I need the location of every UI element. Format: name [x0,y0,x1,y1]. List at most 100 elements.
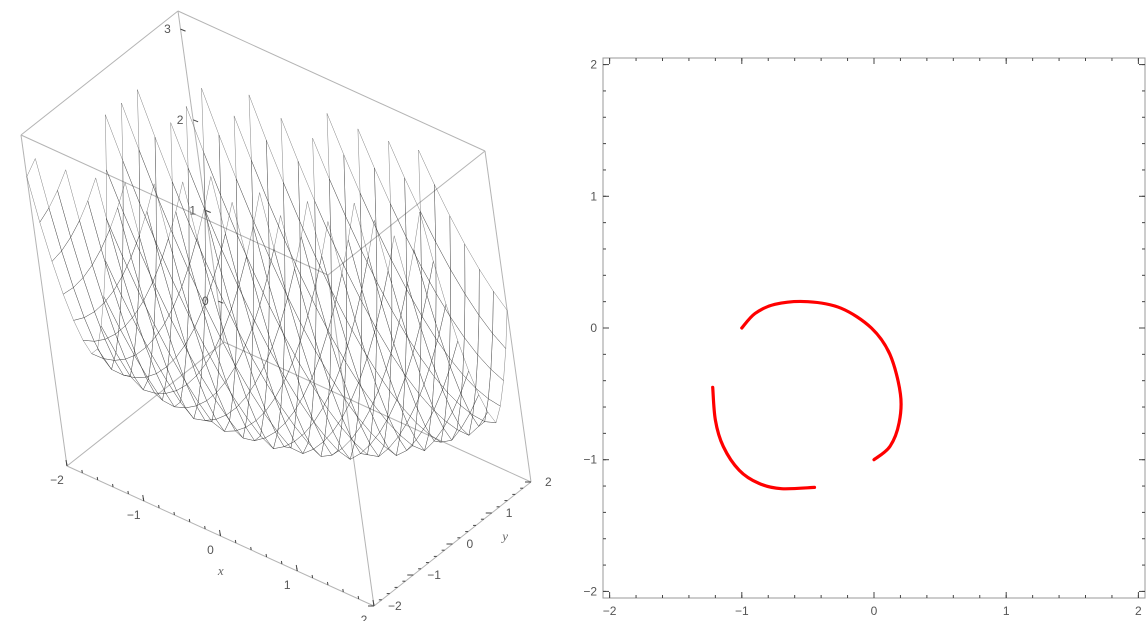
surface-patch [386,342,406,400]
surface-patch [406,439,426,452]
surface-patch [347,318,368,382]
z-tick [180,28,186,32]
y-tick-label: −1 [583,453,597,467]
surface-patch [268,305,285,376]
surface-patch [118,294,138,356]
surface-patch [433,389,453,429]
surface-patch [378,368,398,418]
surface-patch [361,301,378,372]
surface-patch [137,89,157,194]
box-edge [20,134,329,276]
surface-patch [358,357,379,411]
y-axis: −2 −1 0 1 2 y [368,475,552,613]
surface-patch [390,203,407,290]
surface-patch [173,286,195,345]
surface-patch [399,407,417,447]
surface-patch [490,332,507,382]
surface-patch [122,211,140,293]
x-minor-tick [204,525,206,530]
surface-patch [350,380,371,427]
surface-patch [320,435,339,457]
surface-patch [138,251,156,325]
surface-patch [73,317,95,342]
surface-patch [175,181,198,265]
z-tick [192,119,199,123]
surface-patch [396,376,417,424]
box-edge [177,10,486,152]
surface-patch [143,282,166,338]
surface-patch [449,316,465,376]
curve-2 [711,385,817,491]
surface-patch [431,333,451,391]
x-tick-label: −1 [127,508,141,522]
x-minor-tick [188,518,191,523]
surface-patch [351,425,371,454]
surface-patch [327,303,348,371]
y-axis-name: y [500,529,508,544]
surface-patch [93,339,115,361]
surface-patch [171,181,190,272]
z-tick-label: 1 [189,204,196,218]
surface-patch [311,387,329,437]
x-tick-label: 0 [871,604,878,618]
surface-patch [415,383,435,427]
surface-patch [246,226,268,306]
surface-patch [440,420,458,443]
y-axis: −2 −1 0 1 2 [583,58,1145,598]
surface-patch [330,237,347,321]
x-minor-tick [173,511,175,516]
surface-patch [404,177,422,267]
surface-patch [345,319,362,386]
z-tick-label: 0 [202,294,209,308]
surface-patch [472,387,489,422]
surface [26,88,508,460]
surface-patch [125,314,147,356]
surface-patch [203,176,226,263]
surface-patch [115,326,135,377]
surface-patch [155,322,177,368]
surface-patch [420,314,436,378]
y-tick-label: −2 [583,584,597,598]
x-tick-label: 2 [361,613,368,621]
surface-patch [205,419,225,432]
surface-3d-plot: 0 1 2 3 −2 −1 0 1 2 x −2 −1 0 1 2 y [20,10,552,621]
parametric-2d-plot: −2 −1 0 1 2 −2 −1 0 1 2 [583,57,1146,618]
surface-patch [284,291,301,365]
x-minor-tick [357,595,360,600]
surface-patch [418,356,435,410]
surface-patch [415,425,435,452]
y-tick-label: 1 [590,189,597,203]
surface-patch [103,260,122,328]
surface-patch [48,189,71,252]
surface-patch [102,358,124,376]
surface-patch [374,167,392,261]
x-minor-tick [234,539,237,544]
surface-patch [105,218,123,296]
surface-patch [203,152,222,250]
surface-patch [133,325,152,380]
x-minor-tick [311,574,314,579]
surface-patch [236,285,254,359]
surface-patch [94,302,116,340]
surface-patch [164,305,186,358]
surface-patch [265,397,286,433]
surface-patch [154,392,175,407]
surface-patch [402,374,420,424]
surface-patch [39,207,62,262]
surface-patch [405,236,422,317]
x-tick-label: 1 [1003,604,1010,618]
y-tick-label: 0 [467,537,474,551]
box-edge [327,274,375,607]
x-minor-tick [96,476,99,481]
surface-patch [221,249,238,329]
surface-patch [361,250,378,330]
surface-patch [61,236,84,288]
surface-patch [92,248,114,304]
surface-patch [252,192,275,279]
surface-patch [315,257,332,337]
surface-patch [82,264,105,313]
surface-patch [393,314,414,379]
surface-patch [341,239,363,320]
surface-patch [87,177,110,250]
x-tick-label: 1 [284,578,291,592]
